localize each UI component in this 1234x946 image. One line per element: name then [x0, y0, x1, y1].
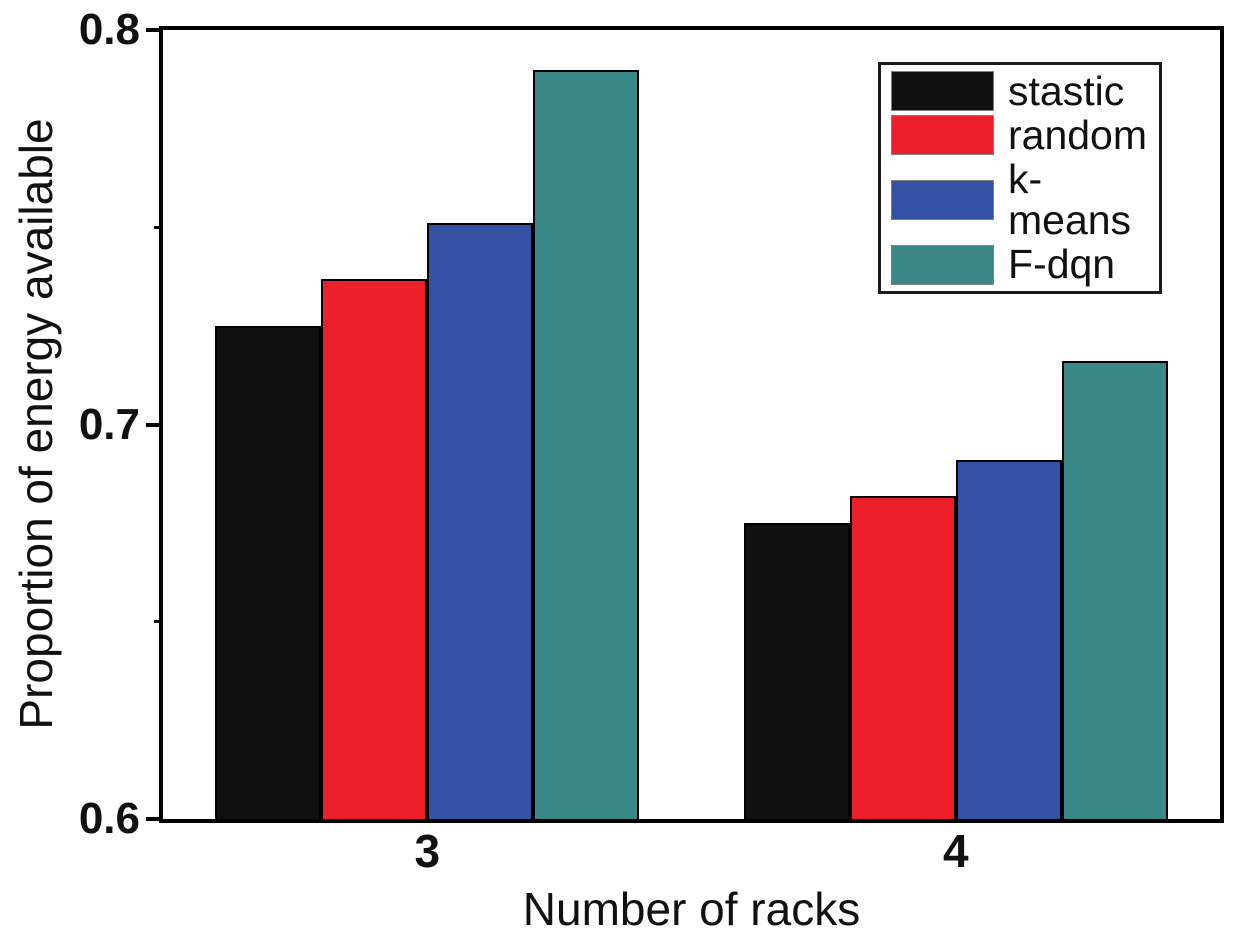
bar-k-means-racks-3 — [427, 223, 534, 819]
legend-swatch-k-means — [891, 180, 994, 221]
x-axis-tick-label: 3 — [414, 825, 441, 877]
x-axis-tick-label: 4 — [942, 825, 969, 877]
legend-item-F-dqn: F-dqn — [881, 244, 1159, 285]
legend-label: F-dqn — [1008, 241, 1116, 288]
legend-label: random — [1008, 111, 1148, 158]
legend-item-stastic: stastic — [881, 67, 1159, 114]
y-axis-tick-label: 0.7 — [78, 399, 140, 449]
bar-random-racks-4 — [849, 495, 956, 819]
legend: stastic random k-means F-dqn — [878, 62, 1162, 294]
y-axis-tick-label: 0.8 — [78, 5, 140, 54]
bar-random-racks-3 — [321, 278, 428, 819]
y-axis-major-tick — [146, 422, 163, 427]
legend-item-k-means: k-means — [881, 159, 1159, 241]
legend-item-random: random — [881, 111, 1159, 158]
legend-swatch-random — [891, 115, 994, 156]
legend-swatch-F-dqn — [891, 244, 994, 285]
bar-stastic-racks-4 — [743, 523, 850, 819]
y-axis-minor-tick — [154, 620, 163, 624]
legend-swatch-stastic — [891, 71, 994, 112]
legend-label: k-means — [1008, 156, 1132, 244]
bar-F-dqn-racks-3 — [533, 69, 640, 819]
y-axis-major-tick — [146, 817, 163, 821]
x-axis-title: Number of racks — [522, 883, 861, 935]
bar-k-means-racks-4 — [955, 460, 1062, 819]
y-axis-tick-label: 0.6 — [78, 794, 140, 843]
y-axis-major-tick — [146, 28, 163, 32]
y-axis-minor-tick — [154, 225, 163, 229]
bar-stastic-racks-3 — [215, 325, 322, 819]
legend-label: stastic — [1008, 67, 1125, 114]
bar-F-dqn-racks-4 — [1061, 361, 1168, 819]
